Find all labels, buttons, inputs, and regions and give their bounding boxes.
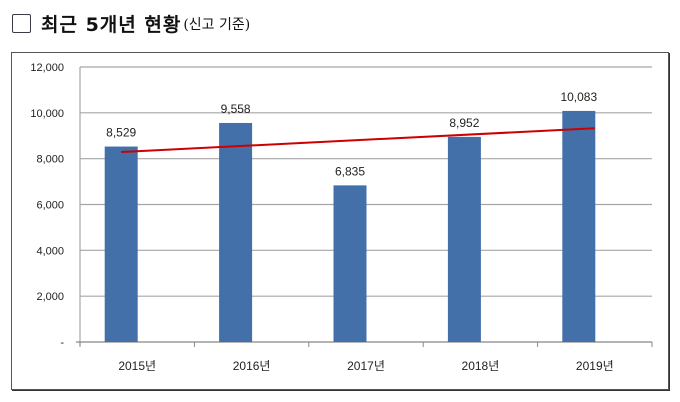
x-tick-label: 2018년 [462, 359, 500, 373]
x-tick-label: 2019년 [576, 359, 614, 373]
y-tick-label: 2,000 [36, 291, 64, 303]
checkbox-square-icon [12, 14, 31, 33]
data-label: 8,952 [449, 116, 479, 130]
x-tick-label: 2017년 [347, 359, 385, 373]
chart-frame [11, 52, 669, 390]
y-tick-label: 10,000 [30, 108, 64, 120]
title-subtitle: (신고 기준) [183, 16, 251, 33]
title-text: 최근 5개년 현황 [41, 14, 182, 36]
data-label: 9,558 [221, 102, 251, 116]
y-tick-label: 4,000 [36, 245, 64, 257]
bar-2019년 [562, 110, 596, 343]
y-tick-label: 12,000 [30, 62, 64, 74]
data-label: 8,529 [106, 126, 136, 140]
data-label: 6,835 [335, 164, 365, 178]
y-tick-label: - [60, 337, 64, 349]
trendline [121, 127, 595, 154]
y-tick-label: 6,000 [36, 200, 64, 212]
y-tick-label: 8,000 [36, 154, 64, 166]
bar-2016년 [219, 122, 253, 343]
data-label: 10,083 [560, 90, 597, 104]
bar-2018년 [447, 136, 481, 342]
x-tick-label: 2015년 [118, 359, 156, 373]
bar-2017년 [333, 185, 367, 342]
section-title: 최근 5개년 현황 (신고 기준) [12, 10, 250, 37]
x-tick-label: 2016년 [233, 359, 271, 373]
bar-2015년 [104, 146, 138, 342]
